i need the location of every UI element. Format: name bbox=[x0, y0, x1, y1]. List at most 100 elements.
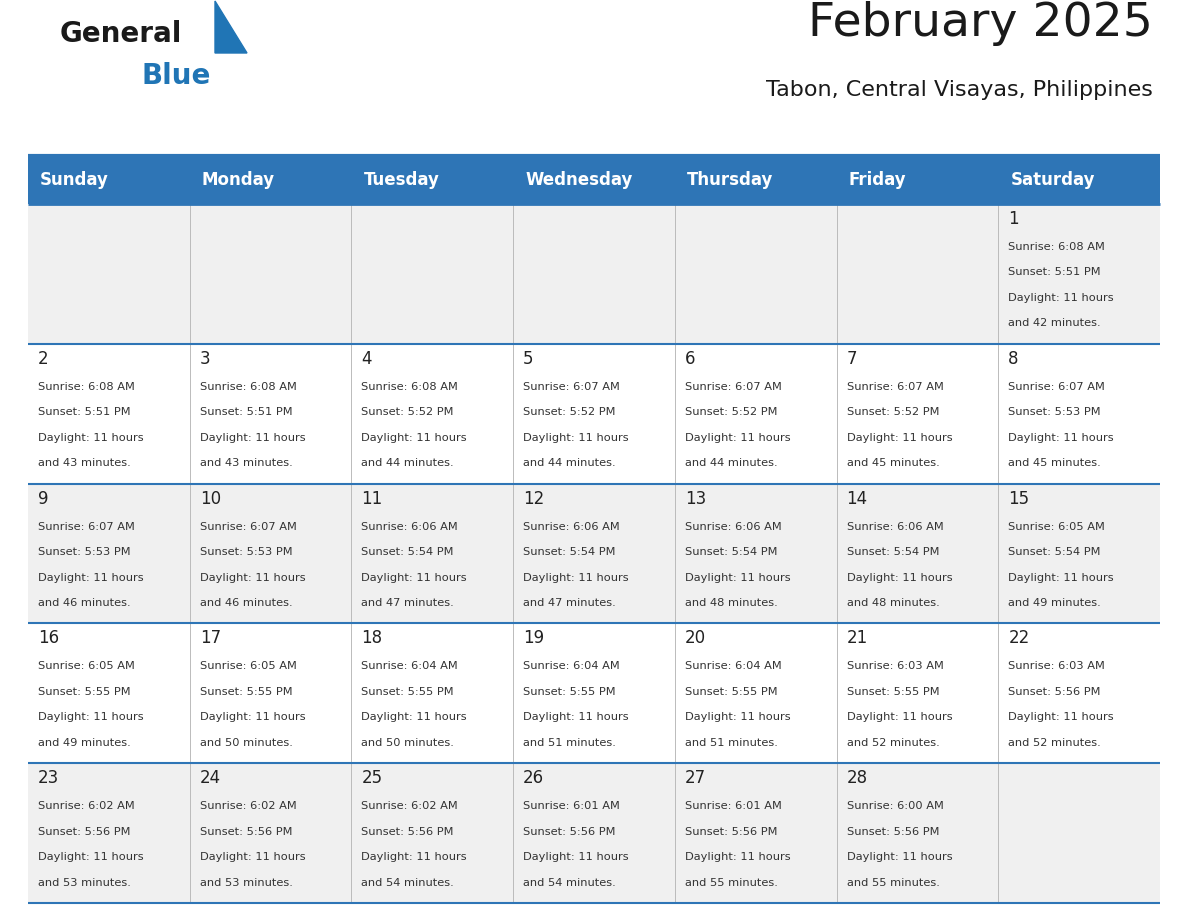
Text: Sunrise: 6:04 AM: Sunrise: 6:04 AM bbox=[523, 661, 620, 671]
Text: Friday: Friday bbox=[848, 171, 906, 189]
Text: General: General bbox=[61, 20, 183, 48]
Text: and 47 minutes.: and 47 minutes. bbox=[523, 599, 615, 608]
Text: 3: 3 bbox=[200, 350, 210, 368]
Text: Monday: Monday bbox=[202, 171, 274, 189]
Text: and 49 minutes.: and 49 minutes. bbox=[1009, 599, 1101, 608]
Text: and 52 minutes.: and 52 minutes. bbox=[847, 738, 940, 748]
Text: and 44 minutes.: and 44 minutes. bbox=[684, 458, 777, 468]
Text: Sunset: 5:51 PM: Sunset: 5:51 PM bbox=[38, 408, 131, 418]
Text: Daylight: 11 hours: Daylight: 11 hours bbox=[200, 852, 305, 862]
Text: Sunset: 5:54 PM: Sunset: 5:54 PM bbox=[361, 547, 454, 557]
Text: Daylight: 11 hours: Daylight: 11 hours bbox=[361, 573, 467, 583]
Text: Sunset: 5:51 PM: Sunset: 5:51 PM bbox=[200, 408, 292, 418]
Text: 7: 7 bbox=[847, 350, 857, 368]
Text: and 51 minutes.: and 51 minutes. bbox=[523, 738, 617, 748]
Text: and 42 minutes.: and 42 minutes. bbox=[1009, 319, 1101, 329]
Text: Daylight: 11 hours: Daylight: 11 hours bbox=[200, 712, 305, 722]
Text: and 43 minutes.: and 43 minutes. bbox=[200, 458, 292, 468]
Text: Sunrise: 6:08 AM: Sunrise: 6:08 AM bbox=[1009, 242, 1105, 252]
Text: 21: 21 bbox=[847, 630, 867, 647]
Text: Daylight: 11 hours: Daylight: 11 hours bbox=[523, 712, 628, 722]
Text: and 45 minutes.: and 45 minutes. bbox=[1009, 458, 1101, 468]
Text: 25: 25 bbox=[361, 769, 383, 788]
Text: 15: 15 bbox=[1009, 489, 1030, 508]
Text: and 50 minutes.: and 50 minutes. bbox=[200, 738, 292, 748]
Text: Sunset: 5:55 PM: Sunset: 5:55 PM bbox=[200, 687, 292, 697]
Text: 6: 6 bbox=[684, 350, 695, 368]
Text: Sunset: 5:56 PM: Sunset: 5:56 PM bbox=[1009, 687, 1101, 697]
Text: 14: 14 bbox=[847, 489, 867, 508]
Text: Sunrise: 6:04 AM: Sunrise: 6:04 AM bbox=[361, 661, 459, 671]
Text: Sunset: 5:53 PM: Sunset: 5:53 PM bbox=[38, 547, 131, 557]
Text: 1: 1 bbox=[1009, 210, 1019, 228]
Text: Sunrise: 6:03 AM: Sunrise: 6:03 AM bbox=[847, 661, 943, 671]
Text: and 50 minutes.: and 50 minutes. bbox=[361, 738, 454, 748]
Text: Sunset: 5:52 PM: Sunset: 5:52 PM bbox=[684, 408, 777, 418]
Text: Daylight: 11 hours: Daylight: 11 hours bbox=[1009, 573, 1114, 583]
Text: Daylight: 11 hours: Daylight: 11 hours bbox=[523, 852, 628, 862]
Text: Sunset: 5:56 PM: Sunset: 5:56 PM bbox=[684, 827, 777, 836]
Text: Daylight: 11 hours: Daylight: 11 hours bbox=[523, 573, 628, 583]
Text: 2: 2 bbox=[38, 350, 49, 368]
Text: Sunrise: 6:01 AM: Sunrise: 6:01 AM bbox=[684, 801, 782, 812]
Text: Daylight: 11 hours: Daylight: 11 hours bbox=[38, 712, 144, 722]
Text: Daylight: 11 hours: Daylight: 11 hours bbox=[684, 432, 790, 442]
Text: 23: 23 bbox=[38, 769, 59, 788]
Text: Sunset: 5:53 PM: Sunset: 5:53 PM bbox=[200, 547, 292, 557]
Text: 24: 24 bbox=[200, 769, 221, 788]
Text: 4: 4 bbox=[361, 350, 372, 368]
Text: Sunrise: 6:06 AM: Sunrise: 6:06 AM bbox=[361, 521, 459, 532]
Text: and 48 minutes.: and 48 minutes. bbox=[847, 599, 940, 608]
Text: 26: 26 bbox=[523, 769, 544, 788]
Text: Sunrise: 6:07 AM: Sunrise: 6:07 AM bbox=[847, 382, 943, 392]
Text: 19: 19 bbox=[523, 630, 544, 647]
Text: and 46 minutes.: and 46 minutes. bbox=[38, 599, 131, 608]
Text: Blue: Blue bbox=[143, 62, 211, 90]
Text: 13: 13 bbox=[684, 489, 706, 508]
Text: Sunset: 5:56 PM: Sunset: 5:56 PM bbox=[361, 827, 454, 836]
Text: Sunrise: 6:06 AM: Sunrise: 6:06 AM bbox=[684, 521, 782, 532]
Text: and 52 minutes.: and 52 minutes. bbox=[1009, 738, 1101, 748]
Text: 20: 20 bbox=[684, 630, 706, 647]
Text: Sunrise: 6:02 AM: Sunrise: 6:02 AM bbox=[200, 801, 297, 812]
Text: Sunset: 5:56 PM: Sunset: 5:56 PM bbox=[523, 827, 615, 836]
Text: Sunset: 5:54 PM: Sunset: 5:54 PM bbox=[847, 547, 939, 557]
Text: Sunrise: 6:00 AM: Sunrise: 6:00 AM bbox=[847, 801, 943, 812]
Bar bbox=[29, 344, 1159, 484]
Text: 22: 22 bbox=[1009, 630, 1030, 647]
Text: Daylight: 11 hours: Daylight: 11 hours bbox=[847, 573, 953, 583]
Text: Sunrise: 6:07 AM: Sunrise: 6:07 AM bbox=[38, 521, 135, 532]
Text: 9: 9 bbox=[38, 489, 49, 508]
Polygon shape bbox=[215, 1, 247, 53]
Text: Sunset: 5:55 PM: Sunset: 5:55 PM bbox=[684, 687, 777, 697]
Text: and 49 minutes.: and 49 minutes. bbox=[38, 738, 131, 748]
Text: and 43 minutes.: and 43 minutes. bbox=[38, 458, 131, 468]
Text: Sunrise: 6:05 AM: Sunrise: 6:05 AM bbox=[200, 661, 297, 671]
Text: 10: 10 bbox=[200, 489, 221, 508]
Text: Daylight: 11 hours: Daylight: 11 hours bbox=[1009, 432, 1114, 442]
Text: Sunset: 5:52 PM: Sunset: 5:52 PM bbox=[361, 408, 454, 418]
Text: Sunrise: 6:05 AM: Sunrise: 6:05 AM bbox=[1009, 521, 1105, 532]
Text: Sunrise: 6:07 AM: Sunrise: 6:07 AM bbox=[523, 382, 620, 392]
Text: Daylight: 11 hours: Daylight: 11 hours bbox=[847, 852, 953, 862]
Text: Sunrise: 6:08 AM: Sunrise: 6:08 AM bbox=[38, 382, 135, 392]
Text: February 2025: February 2025 bbox=[808, 1, 1154, 46]
Text: Sunset: 5:54 PM: Sunset: 5:54 PM bbox=[1009, 547, 1101, 557]
Text: and 44 minutes.: and 44 minutes. bbox=[361, 458, 454, 468]
Text: Saturday: Saturday bbox=[1010, 171, 1095, 189]
Text: Sunrise: 6:05 AM: Sunrise: 6:05 AM bbox=[38, 661, 135, 671]
Text: Daylight: 11 hours: Daylight: 11 hours bbox=[200, 573, 305, 583]
Text: Sunrise: 6:07 AM: Sunrise: 6:07 AM bbox=[684, 382, 782, 392]
Text: 28: 28 bbox=[847, 769, 867, 788]
Text: 11: 11 bbox=[361, 489, 383, 508]
Text: Daylight: 11 hours: Daylight: 11 hours bbox=[361, 432, 467, 442]
Text: Sunset: 5:52 PM: Sunset: 5:52 PM bbox=[847, 408, 939, 418]
Text: Sunrise: 6:07 AM: Sunrise: 6:07 AM bbox=[1009, 382, 1105, 392]
Text: Wednesday: Wednesday bbox=[525, 171, 632, 189]
Text: Sunset: 5:55 PM: Sunset: 5:55 PM bbox=[38, 687, 131, 697]
Text: Sunset: 5:56 PM: Sunset: 5:56 PM bbox=[38, 827, 131, 836]
Text: Sunday: Sunday bbox=[40, 171, 109, 189]
Text: 12: 12 bbox=[523, 489, 544, 508]
Bar bbox=[29, 156, 1159, 204]
Text: Sunrise: 6:02 AM: Sunrise: 6:02 AM bbox=[361, 801, 459, 812]
